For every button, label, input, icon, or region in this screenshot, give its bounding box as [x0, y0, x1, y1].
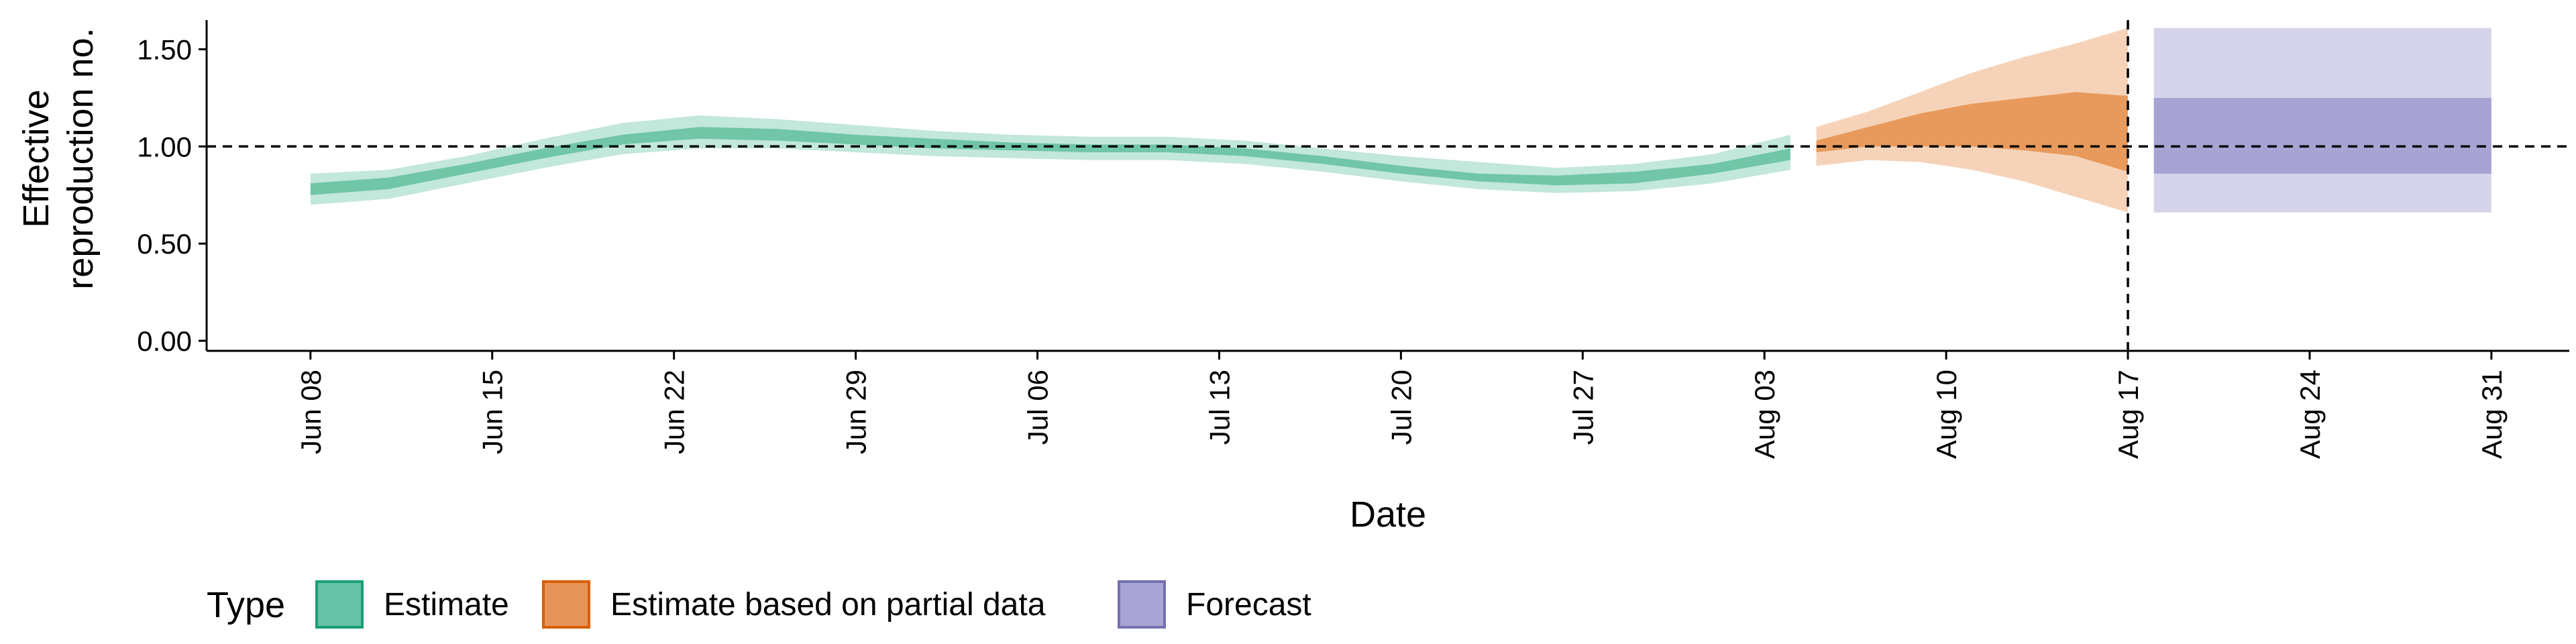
x-tick-label: Jul 13 [1203, 370, 1235, 445]
y-tick-label: 0.00 [137, 325, 192, 357]
legend-key-2 [1118, 580, 1166, 629]
series-bands [310, 28, 2491, 213]
x-tick-label: Aug 10 [1931, 370, 1962, 459]
series-0 [310, 115, 1790, 205]
x-axis-title: Date [1350, 494, 1426, 535]
y-tick-label: 1.00 [137, 131, 192, 162]
x-tick-label: Aug 24 [2294, 370, 2326, 459]
legend: Type Estimate Estimate based on partial da… [207, 580, 1311, 629]
legend-title: Type [207, 585, 285, 625]
series-2 [2153, 28, 2491, 213]
legend-label-2: Forecast [1186, 587, 1311, 623]
y-axis-title-line: Effective [16, 89, 56, 227]
y-axis-title-line: reproduction no. [60, 28, 101, 289]
x-tick-label: Jul 06 [1022, 370, 1054, 445]
legend-label-1: Estimate based on partial data [610, 587, 1046, 623]
series-1 [1816, 28, 2128, 213]
y-tick-label: 1.50 [137, 34, 192, 65]
axes: 0.00 0.50 1.00 1.50 Jun 08 Jun 15 Jun 22 Jun 29… [16, 20, 2569, 535]
x-tick-label: Jul 20 [1385, 370, 1417, 445]
y-tick-label: 0.50 [137, 228, 192, 260]
x-tick-label: Aug 03 [1749, 370, 1780, 459]
x-tick-label: Aug 17 [2112, 370, 2144, 459]
series-1-inner-band [1816, 92, 2128, 172]
legend-label-0: Estimate [384, 587, 509, 623]
legend-key-1 [542, 580, 590, 629]
x-tick-label: Jun 29 [841, 370, 872, 454]
x-tick-label: Aug 31 [2476, 370, 2508, 459]
x-tick-label: Jul 27 [1567, 370, 1599, 445]
x-tick-label: Jun 15 [477, 370, 508, 454]
y-axis-title: Effective reproduction no. [16, 28, 101, 289]
series-2-inner-band [2153, 97, 2491, 174]
x-tick-label: Jun 08 [295, 370, 327, 454]
x-tick-label: Jun 22 [659, 370, 690, 454]
legend-key-0 [315, 580, 364, 629]
reference-lines [207, 20, 2569, 351]
